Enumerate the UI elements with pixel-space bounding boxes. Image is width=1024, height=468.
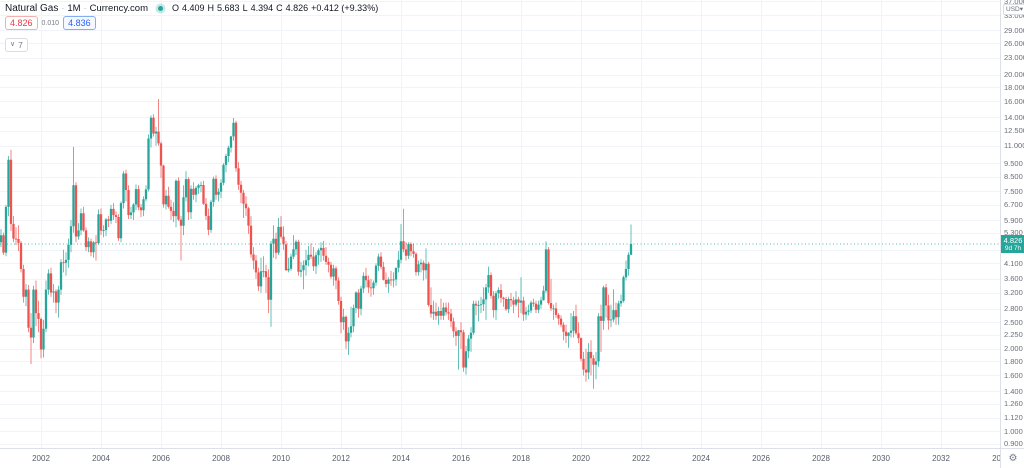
gear-icon[interactable]: ⚙ <box>1008 453 1018 464</box>
chevron-down-icon: ▾ <box>1019 6 1023 13</box>
year-tick-label: 2012 <box>332 454 350 463</box>
price-tick-label: 0.900 <box>1004 439 1023 448</box>
price-axis[interactable]: USD▾ 4.826 9d 7h 37.000 33.000 29.000 26.00… <box>1000 0 1024 448</box>
year-tick-label: 2028 <box>812 454 830 463</box>
price-tick-label: 2.800 <box>1004 304 1023 314</box>
year-tick-label: 2006 <box>152 454 170 463</box>
open-value: 4.409 <box>182 3 205 13</box>
spread-value: 0.010 <box>41 19 60 27</box>
price-tick-label: 5.900 <box>1004 215 1023 225</box>
price-tick-label: 4.100 <box>1004 258 1023 268</box>
last-price-value: 4.826 <box>1003 235 1023 245</box>
price-tick-label: 26.000 <box>1004 38 1024 48</box>
price-tick-label: 9.500 <box>1004 158 1023 168</box>
year-tick-label: 2024 <box>692 454 710 463</box>
price-tick-label: 14.000 <box>1004 112 1024 122</box>
axis-corner: ⚙ <box>1000 448 1024 468</box>
open-label: O <box>171 3 179 13</box>
legend-separator: · <box>61 3 65 13</box>
price-tick-label: 1.400 <box>1004 386 1023 396</box>
low-value: 4.394 <box>250 3 274 13</box>
price-tick-label: 20.000 <box>1004 70 1024 80</box>
price-tick-label: 11.000 <box>1004 141 1024 151</box>
year-tick-label: 2018 <box>512 454 530 463</box>
year-tick-label: 2002 <box>32 454 50 463</box>
price-tick-label: 1.600 <box>1004 370 1023 380</box>
year-tick-label: 2020 <box>572 454 590 463</box>
high-value: 5.683 <box>217 3 240 13</box>
buy-button[interactable]: 4.836 <box>63 16 96 30</box>
price-tick-label: 1.000 <box>1004 426 1023 436</box>
symbol-title[interactable]: Natural Gas <box>5 2 59 14</box>
year-tick-label: 2026 <box>752 454 770 463</box>
price-tick-label: 1.120 <box>1004 413 1023 423</box>
price-tick-label: 7.500 <box>1004 186 1023 196</box>
price-tick-label: 6.700 <box>1004 200 1023 210</box>
price-tick-label: 29.000 <box>1004 25 1024 35</box>
year-tick-label: 2008 <box>212 454 230 463</box>
price-tick-label: 1.260 <box>1004 399 1023 409</box>
market-status-dot-icon <box>157 5 163 11</box>
last-price-badge: 4.826 9d 7h <box>1001 234 1024 253</box>
ohlc-values: O 4.409 H 5.683 L 4.394 C 4.826 +0.412 (… <box>172 3 381 13</box>
close-label: C <box>276 3 283 13</box>
bar-countdown: 9d 7h <box>1004 244 1022 252</box>
price-tick-label: 8.500 <box>1004 172 1023 182</box>
chevron-down-icon: ∨ <box>10 41 16 48</box>
price-tick-label: 5.300 <box>1004 228 1023 238</box>
year-tick-label: 2030 <box>872 454 890 463</box>
time-axis[interactable]: 2002 2004 2006 2008 2010 2012 2014 2016 2018 2020… <box>0 448 1000 468</box>
year-tick-label: 2032 <box>932 454 950 463</box>
year-tick-label: 2022 <box>632 454 650 463</box>
price-tick-label: 33.000 <box>1004 10 1024 20</box>
price-tick-label: 23.000 <box>1004 53 1024 63</box>
price-tick-label: 16.000 <box>1004 96 1024 106</box>
year-tick-label: 2016 <box>452 454 470 463</box>
price-tick-label: 18.000 <box>1004 82 1024 92</box>
year-tick-label: 2034 <box>992 454 1000 463</box>
currency-label: USD <box>1006 6 1020 13</box>
price-tick-label: 1.800 <box>1004 356 1023 366</box>
change-value: +0.412 (+9.33%) <box>311 3 379 13</box>
interval-label[interactable]: 1M <box>67 2 81 14</box>
price-tick-label: 3.600 <box>1004 274 1023 284</box>
price-tick-label: 2.250 <box>1004 330 1023 340</box>
year-tick-label: 2014 <box>392 454 410 463</box>
chart-legend: Natural Gas · 1M · Currency.com O 4.409 … <box>5 2 381 52</box>
year-tick-label: 2004 <box>92 454 110 463</box>
price-tick-label: 3.200 <box>1004 288 1023 298</box>
price-tick-label: 2.500 <box>1004 317 1023 327</box>
high-label: H <box>207 3 215 13</box>
chart-canvas[interactable] <box>0 0 1000 448</box>
price-tick-label: 2.000 <box>1004 344 1023 354</box>
year-tick-label: 2010 <box>272 454 290 463</box>
close-value: 4.826 <box>285 3 309 13</box>
exchange-label[interactable]: Currency.com <box>89 2 148 14</box>
price-tick-label: 12.500 <box>1004 126 1024 136</box>
legend-separator: · <box>83 3 87 13</box>
low-label: L <box>242 3 248 13</box>
sell-button[interactable]: 4.826 <box>5 16 38 30</box>
indicators-count: 7 <box>18 40 23 50</box>
price-tick-label: 37.000 <box>1004 0 1024 6</box>
currency-unit-button[interactable]: USD▾ <box>1003 4 1024 15</box>
indicators-collapse-button[interactable]: ∨ 7 <box>5 38 28 52</box>
